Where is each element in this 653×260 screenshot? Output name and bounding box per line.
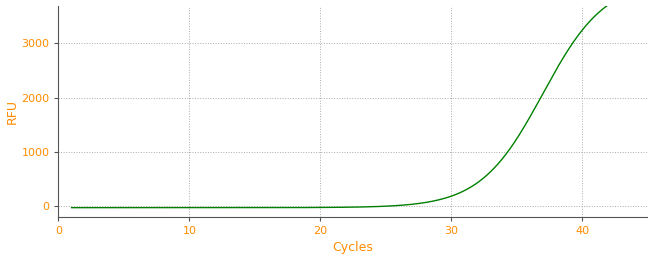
X-axis label: Cycles: Cycles bbox=[332, 242, 374, 255]
Y-axis label: RFU: RFU bbox=[6, 99, 18, 124]
